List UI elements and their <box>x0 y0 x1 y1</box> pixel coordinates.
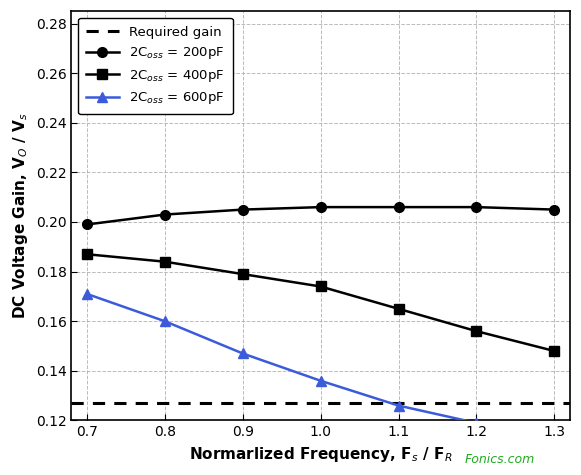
2C$_{oss}$ = 200pF <box>395 204 402 210</box>
2C$_{oss}$ = 200pF <box>551 207 558 212</box>
2C$_{oss}$ = 200pF <box>239 207 246 212</box>
Text: Fonics.com: Fonics.com <box>464 454 535 466</box>
2C$_{oss}$ = 400pF <box>317 284 324 289</box>
2C$_{oss}$ = 200pF <box>84 222 91 228</box>
2C$_{oss}$ = 600pF <box>162 318 168 324</box>
Y-axis label: DC Voltage Gain, V$_O$ / V$_s$: DC Voltage Gain, V$_O$ / V$_s$ <box>11 112 30 319</box>
2C$_{oss}$ = 600pF <box>239 351 246 356</box>
2C$_{oss}$ = 400pF <box>84 251 91 257</box>
2C$_{oss}$ = 400pF <box>395 306 402 312</box>
2C$_{oss}$ = 600pF <box>395 403 402 408</box>
2C$_{oss}$ = 600pF <box>473 420 480 426</box>
Line: 2C$_{oss}$ = 400pF: 2C$_{oss}$ = 400pF <box>82 249 559 356</box>
Legend: Required gain, 2C$_{oss}$ = 200pF, 2C$_{oss}$ = 400pF, 2C$_{oss}$ = 600pF: Required gain, 2C$_{oss}$ = 200pF, 2C$_{… <box>78 18 233 114</box>
Line: 2C$_{oss}$ = 200pF: 2C$_{oss}$ = 200pF <box>82 202 559 229</box>
2C$_{oss}$ = 400pF <box>551 348 558 354</box>
2C$_{oss}$ = 200pF <box>317 204 324 210</box>
2C$_{oss}$ = 200pF <box>162 212 168 218</box>
2C$_{oss}$ = 400pF <box>162 259 168 265</box>
2C$_{oss}$ = 600pF <box>84 291 91 297</box>
X-axis label: Normarlized Frequency, F$_s$ / F$_R$: Normarlized Frequency, F$_s$ / F$_R$ <box>189 445 453 464</box>
2C$_{oss}$ = 400pF <box>239 271 246 277</box>
2C$_{oss}$ = 200pF <box>473 204 480 210</box>
2C$_{oss}$ = 400pF <box>473 328 480 334</box>
2C$_{oss}$ = 600pF <box>317 378 324 384</box>
Line: 2C$_{oss}$ = 600pF: 2C$_{oss}$ = 600pF <box>82 289 481 428</box>
